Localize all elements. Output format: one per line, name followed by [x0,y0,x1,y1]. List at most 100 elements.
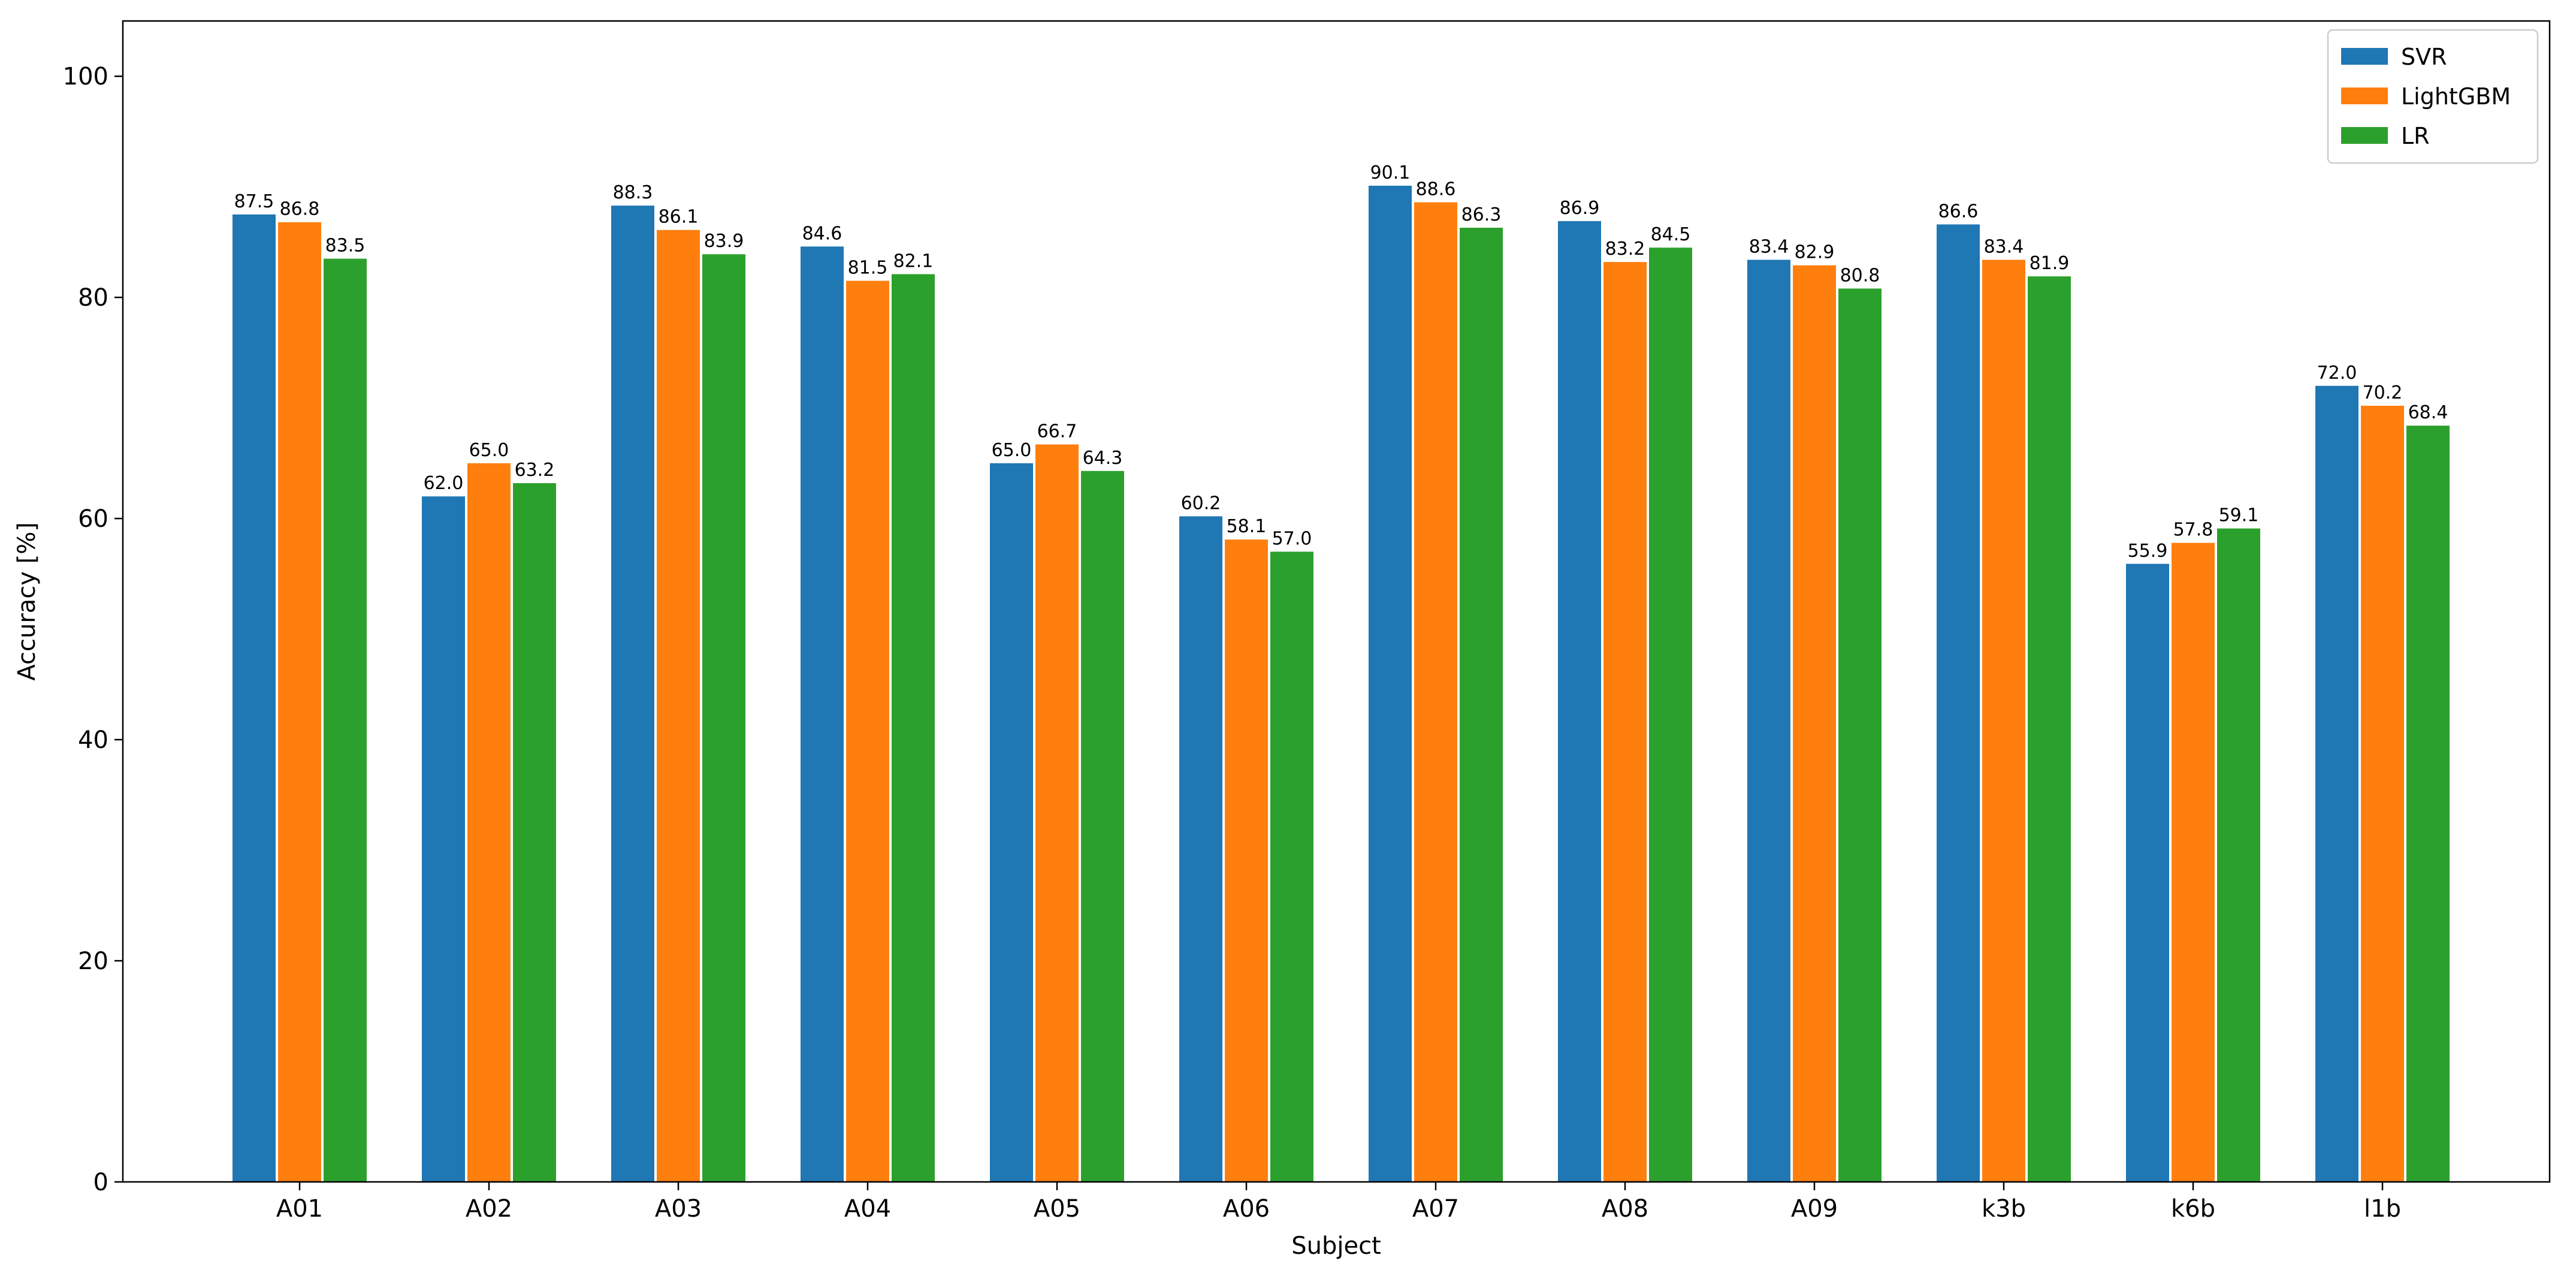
data-label-lr-l1b: 68.4 [2408,402,2448,423]
bar-lightgbm-k3b [1982,260,2025,1182]
x-tick-label: A01 [276,1195,323,1223]
data-label-svr-a08: 86.9 [1560,198,1600,219]
bar-lr-a07 [1460,227,1503,1182]
data-label-lr-a01: 83.5 [325,236,366,257]
data-label-svr-k6b: 55.9 [2128,541,2168,562]
bar-lr-a03 [702,254,745,1182]
bar-lr-a08 [1649,248,1692,1182]
data-label-lightgbm-k6b: 57.8 [2173,520,2213,541]
data-label-lr-a07: 86.3 [1461,204,1502,225]
bar-lightgbm-l1b [2361,405,2404,1182]
data-label-lr-a03: 83.9 [704,231,744,252]
bar-svr-a01 [232,214,276,1182]
bar-lr-l1b [2406,426,2450,1182]
data-label-lightgbm-a09: 82.9 [1795,242,1835,263]
data-label-lightgbm-a02: 65.0 [469,440,509,461]
x-axis-label: Subject [1291,1232,1381,1260]
data-label-svr-a04: 84.6 [802,223,842,244]
bar-svr-a03 [611,206,654,1182]
bar-lightgbm-a02 [467,463,511,1182]
bar-lightgbm-a05 [1035,444,1079,1182]
data-label-svr-k3b: 86.6 [1938,201,1979,222]
data-label-lightgbm-a05: 66.7 [1037,421,1077,442]
bar-lr-k3b [2028,276,2071,1182]
y-axis-label: Accuracy [%] [13,522,41,681]
data-label-svr-a07: 90.1 [1370,162,1411,183]
data-label-lightgbm-k3b: 83.4 [1984,236,2024,257]
data-label-lightgbm-a06: 58.1 [1227,516,1267,537]
bar-svr-k3b [1937,224,1980,1182]
data-label-lr-a05: 64.3 [1083,448,1123,469]
plot-frame [122,20,2551,1183]
bar-lr-a01 [324,258,367,1182]
data-label-lightgbm-a01: 86.8 [280,199,320,220]
y-tick-label: 60 [78,505,108,533]
y-tick-label: 40 [78,726,108,754]
legend-swatch-svr [2341,48,2388,65]
data-label-svr-a05: 65.0 [992,440,1032,461]
y-tick-label: 0 [93,1169,108,1196]
data-label-svr-a06: 60.2 [1181,493,1221,514]
data-label-lr-a08: 84.5 [1651,224,1691,245]
data-label-svr-a03: 88.3 [613,182,653,203]
data-labels-layer: 87.5 86.883.562.065.063.288.386.183.9 84.6… [234,162,2448,562]
y-tick-label: 20 [78,948,108,975]
x-axis: A01 A02 A03 A04 A05 A06 A07 A08 A09 k3b k6b l1b [276,1182,2401,1223]
legend-swatch-lightgbm [2341,88,2388,104]
legend-label-lightgbm: LightGBM [2401,83,2511,110]
bar-lightgbm-a01 [278,222,321,1182]
legend: SVR LightGBM LR [2327,29,2539,164]
data-label-lightgbm-a07: 88.6 [1416,179,1456,200]
bar-lr-a09 [1838,288,1882,1182]
x-tick-label: A07 [1412,1195,1459,1223]
data-label-lightgbm-l1b: 70.2 [2363,382,2403,403]
data-label-lr-a09: 80.8 [1840,265,1880,286]
x-tick-label: k6b [2171,1195,2215,1223]
bar-lightgbm-a09 [1793,265,1836,1182]
bar-lightgbm-a08 [1603,262,1647,1182]
data-label-lr-k3b: 81.9 [2030,253,2070,274]
bar-lr-a04 [892,274,935,1182]
bar-svr-l1b [2315,385,2358,1182]
x-tick-label: A03 [655,1195,702,1223]
bar-svr-a07 [1369,185,1412,1182]
x-tick-label: A09 [1791,1195,1838,1223]
bars-layer [232,185,2450,1182]
data-label-lightgbm-a08: 83.2 [1605,239,1645,260]
x-tick-label: A04 [844,1195,891,1223]
data-label-lr-a02: 63.2 [515,460,555,481]
bar-lightgbm-a04 [846,280,889,1182]
bar-svr-a04 [801,246,844,1182]
bar-lightgbm-k6b [2172,542,2215,1182]
data-label-svr-a01: 87.5 [234,191,274,212]
bar-lr-a06 [1270,551,1313,1182]
bar-svr-a09 [1747,260,1790,1182]
x-tick-label: A05 [1034,1195,1080,1223]
bar-svr-a02 [422,496,465,1182]
legend-label-svr: SVR [2401,44,2447,70]
bar-lightgbm-a07 [1414,202,1457,1182]
bar-lightgbm-a06 [1225,539,1268,1182]
data-label-lr-k6b: 59.1 [2219,505,2259,526]
bar-lightgbm-a03 [657,230,700,1182]
bar-lr-a02 [513,483,556,1182]
data-label-svr-a02: 62.0 [424,473,464,494]
bar-svr-k6b [2126,563,2169,1182]
data-label-svr-l1b: 72.0 [2317,363,2357,384]
bar-svr-a06 [1179,516,1222,1182]
bar-lr-a05 [1081,470,1124,1182]
legend-label-lr: LR [2401,123,2430,149]
data-label-svr-a09: 83.4 [1749,236,1789,257]
bar-svr-a05 [990,463,1033,1182]
y-tick-label: 100 [63,63,108,91]
data-label-lr-a04: 82.1 [893,251,934,272]
data-label-lr-a06: 57.0 [1272,528,1312,549]
x-tick-label: A02 [466,1195,512,1223]
x-tick-label: A06 [1223,1195,1270,1223]
bar-lr-k6b [2217,528,2260,1182]
data-label-lightgbm-a03: 86.1 [659,207,699,228]
y-axis: 0 20 40 60 80 100 [63,63,123,1196]
x-tick-label: A08 [1602,1195,1648,1223]
bar-svr-a08 [1558,221,1601,1182]
